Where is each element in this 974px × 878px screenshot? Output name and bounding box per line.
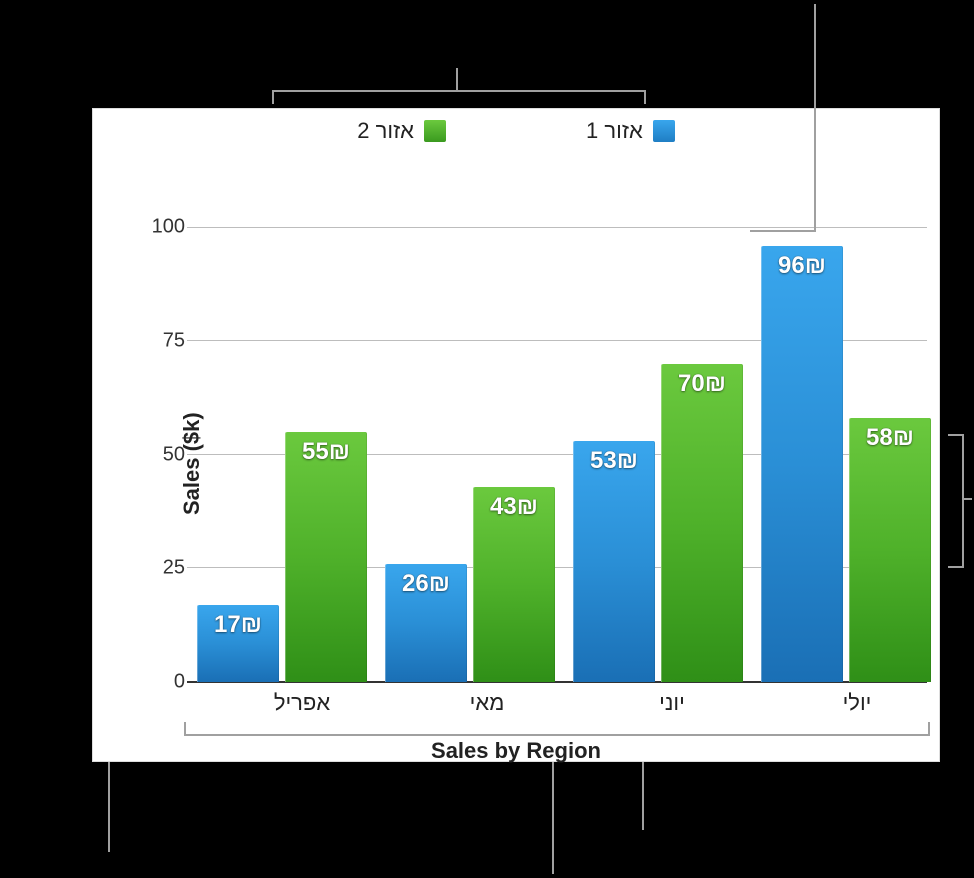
- legend-item-region-2: אזור 2: [357, 118, 446, 144]
- callout-line: [814, 4, 816, 230]
- bar-july-region1: 96₪: [761, 246, 843, 682]
- legend-swatch-blue: [653, 120, 675, 142]
- bar-value-label: 26₪: [402, 570, 450, 598]
- callout-line: [552, 762, 554, 874]
- bar-may-region2: 43₪: [473, 487, 555, 683]
- bar-value-label: 58₪: [866, 424, 914, 452]
- legend: אזור 1 אזור 2: [92, 118, 940, 144]
- legend-label: אזור 2: [357, 118, 414, 144]
- callout-line: [456, 68, 458, 90]
- x-axis-title: Sales by Region: [92, 738, 940, 764]
- callout-line: [962, 498, 972, 500]
- xtick-july: יולי: [797, 690, 917, 716]
- xtick-may: מאי: [427, 690, 547, 716]
- callout-bracket-right: [948, 434, 964, 568]
- bar-july-region2: 58₪: [849, 418, 931, 682]
- chart-card: אזור 1 אזור 2 Sales ($k) 0 25 50 75 100 …: [92, 108, 940, 762]
- callout-line: [642, 762, 644, 830]
- bar-june-region2: 70₪: [661, 364, 743, 682]
- plot-area: 17₪ 55₪ 26₪ 43₪ 53₪ 70₪ 96₪ 58₪: [187, 182, 927, 682]
- legend-label: אזור 1: [586, 118, 643, 144]
- bar-value-label: 55₪: [302, 438, 350, 466]
- legend-item-region-1: אזור 1: [586, 118, 675, 144]
- bar-june-region1: 53₪: [573, 441, 655, 682]
- bar-value-label: 70₪: [678, 370, 726, 398]
- ytick-75: 75: [125, 330, 185, 353]
- ytick-25: 25: [125, 557, 185, 580]
- bar-value-label: 17₪: [214, 611, 262, 639]
- legend-swatch-green: [424, 120, 446, 142]
- bar-value-label: 53₪: [590, 447, 638, 475]
- ytick-100: 100: [125, 216, 185, 239]
- ytick-50: 50: [125, 444, 185, 467]
- ytick-0: 0: [125, 671, 185, 694]
- bar-value-label: 43₪: [490, 493, 538, 521]
- bar-april-region1: 17₪: [197, 605, 279, 682]
- gridline: [187, 227, 927, 228]
- bar-value-label: 96₪: [778, 252, 826, 280]
- bar-april-region2: 55₪: [285, 432, 367, 682]
- xtick-june: יוני: [612, 690, 732, 716]
- bar-may-region1: 26₪: [385, 564, 467, 682]
- callout-bracket-top: [272, 90, 646, 104]
- callout-line: [108, 762, 110, 852]
- callout-line: [750, 230, 816, 232]
- callout-bracket-bottom: [184, 722, 930, 736]
- xtick-april: אפריל: [242, 690, 362, 716]
